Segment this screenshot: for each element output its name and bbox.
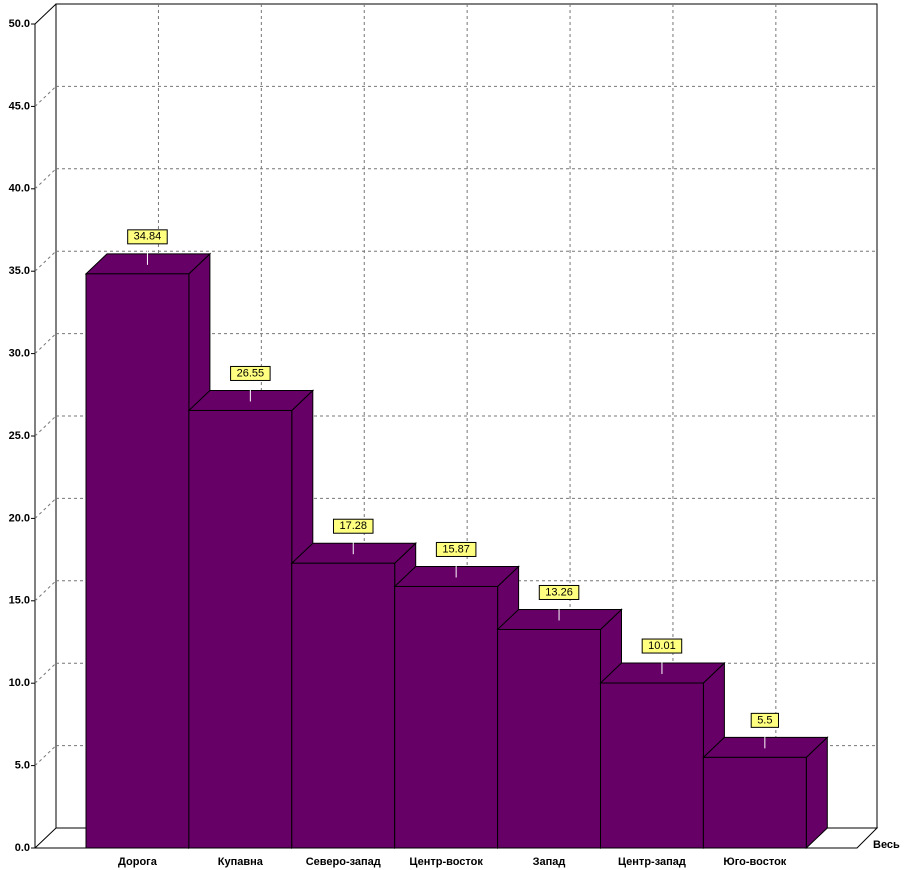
y-tick-label: 30.0 — [9, 348, 30, 360]
value-label: 17.28 — [339, 520, 367, 532]
y-tick-label: 10.0 — [9, 677, 30, 689]
value-label-box — [641, 638, 683, 654]
grid-line — [34, 415, 57, 437]
value-label: 10.01 — [648, 640, 676, 652]
grid-line — [34, 580, 57, 602]
value-label: 15.87 — [442, 543, 470, 555]
x-tick-label: Северо-запад — [306, 856, 381, 868]
bar — [702, 756, 807, 849]
x-tick-label: Центр-запад — [618, 856, 686, 868]
bar — [600, 682, 704, 849]
x-tick-label: Запад — [533, 856, 566, 868]
value-label-box — [538, 584, 580, 600]
y-tick-label: 45.0 — [9, 100, 30, 112]
value-label: 34.84 — [134, 231, 162, 243]
grid-line — [34, 333, 57, 354]
value-label: 26.55 — [237, 367, 265, 379]
x-axis-label: Весь — [873, 839, 900, 851]
y-tick-label: 40.0 — [9, 183, 30, 195]
y-tick-label: 15.0 — [9, 595, 30, 607]
grid-line — [34, 662, 57, 684]
value-label-box — [127, 229, 168, 245]
bar — [291, 562, 396, 849]
y-tick-label: 0.0 — [15, 842, 30, 854]
bar — [394, 585, 499, 849]
value-label: 5.5 — [757, 714, 772, 726]
x-tick-label: Дорога — [118, 856, 158, 868]
grid-line — [34, 498, 57, 519]
value-label-box — [435, 541, 477, 557]
value-label: 13.26 — [545, 586, 573, 598]
grid-line — [34, 250, 57, 272]
value-label-box — [750, 712, 779, 728]
grid-line — [34, 86, 57, 107]
bar — [497, 628, 602, 849]
x-tick-label: Купавна — [218, 856, 264, 868]
y-tick-label: 50.0 — [9, 18, 30, 30]
value-label-box — [230, 365, 271, 381]
bar — [188, 409, 293, 849]
y-tick-label: 25.0 — [9, 430, 30, 442]
y-tick-label: 20.0 — [9, 512, 30, 524]
value-label-box — [332, 518, 374, 534]
wall-edge — [34, 3, 57, 25]
y-tick-label: 35.0 — [9, 265, 30, 277]
y-tick-label: 5.0 — [15, 760, 30, 772]
x-tick-label: Центр-восток — [409, 856, 483, 868]
grid-line — [34, 745, 57, 766]
x-tick-label: Юго-восток — [723, 856, 786, 868]
grid-line — [34, 168, 57, 190]
bar — [85, 273, 190, 849]
